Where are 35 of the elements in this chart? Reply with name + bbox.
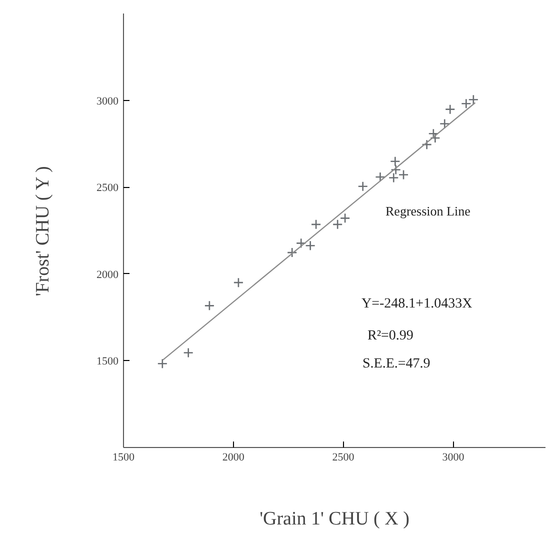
point (157, 358, 168, 369)
point (390, 164, 401, 175)
y-tick-label: 1500 (96, 356, 119, 368)
point (388, 172, 399, 183)
point (422, 139, 432, 150)
point (305, 240, 316, 251)
annotation: S.E.E.=47.9 (362, 356, 430, 372)
point (428, 128, 439, 139)
annotation: Regression Line (386, 204, 471, 218)
point (375, 172, 386, 182)
x-tick-label: 2000 (222, 452, 245, 464)
y-tick-label: 3000 (96, 95, 119, 108)
point (204, 300, 215, 311)
point (310, 219, 322, 230)
point (358, 181, 368, 192)
point (296, 238, 306, 248)
y-tick-label: 2500 (96, 182, 119, 194)
point (430, 132, 440, 144)
point (439, 118, 450, 129)
x-tick-label: 2500 (332, 452, 355, 464)
point (398, 170, 409, 180)
point (444, 104, 456, 114)
x-tick-label: 3000 (442, 452, 465, 464)
point (233, 277, 244, 288)
y-tick-label: 2000 (96, 268, 119, 281)
annotation: Y=-248.1+1.0433X (362, 296, 472, 312)
point (286, 247, 298, 258)
point (340, 213, 350, 224)
x-axis-title: 'Grain 1' CHU ( X ) (260, 508, 410, 530)
point (390, 156, 400, 167)
annotation: R²=0.99 (368, 328, 414, 344)
x-tick-label: 1500 (112, 452, 135, 464)
point (332, 219, 343, 230)
y-axis-title: 'Frost' CHU ( Y ) (32, 166, 54, 296)
point (183, 348, 194, 358)
